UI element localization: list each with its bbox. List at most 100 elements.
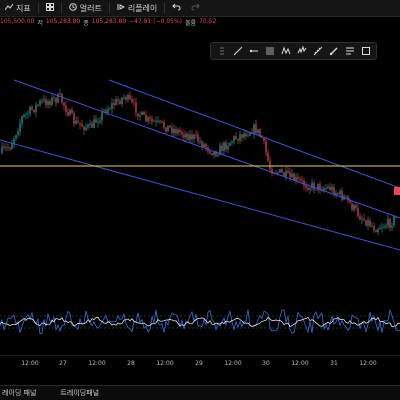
candle-body [23, 114, 25, 117]
candle-body [247, 135, 249, 137]
candle-body [263, 137, 265, 141]
indicators-button[interactable]: 지표 [0, 3, 36, 14]
candle-body [361, 218, 363, 220]
candle-body [165, 127, 167, 132]
candle-body [147, 117, 149, 122]
candle-body [107, 109, 109, 114]
replay-button[interactable]: 리플레이 [112, 3, 162, 14]
candle-body [329, 186, 331, 191]
candle-body [375, 230, 377, 233]
candle-body [9, 147, 11, 150]
candle-body [7, 147, 9, 148]
drawing-toolbar [210, 42, 377, 60]
candle-body [131, 99, 133, 102]
candle-body [325, 187, 327, 189]
candle-body [159, 120, 161, 122]
candle-body [15, 135, 17, 139]
candle-body [229, 142, 231, 147]
candle-body [279, 169, 281, 173]
candle-body [311, 182, 313, 189]
candle-body [341, 190, 343, 200]
rectangle-icon[interactable] [358, 44, 373, 58]
candle-body [359, 216, 361, 220]
candle-body [281, 169, 283, 173]
candle-body [179, 129, 181, 132]
time-label: 12:00 [88, 360, 106, 367]
candle-body [67, 111, 69, 116]
tab-trading-panel-left[interactable]: 레이딩 패널 [2, 389, 37, 397]
time-label: 27 [59, 360, 67, 367]
candle-body [173, 128, 175, 134]
bottom-panel-tabs: 레이딩 패널 트레이딩패널 [0, 385, 400, 400]
oscillator-line [0, 308, 400, 335]
candle-body [309, 188, 311, 190]
redo-button[interactable] [186, 3, 205, 13]
candle-body [285, 171, 287, 177]
candle-body [137, 113, 139, 117]
ohlc-volume: 70.52 [199, 18, 217, 25]
candle-body [253, 124, 255, 134]
candle-body [51, 97, 53, 105]
candle-body [73, 113, 75, 124]
candle-body [85, 127, 87, 131]
time-label: 12:00 [359, 360, 377, 367]
candle-body [287, 171, 289, 173]
candle-body [269, 160, 271, 170]
pattern-icon[interactable] [278, 44, 293, 58]
candle-body [345, 195, 347, 197]
candle-body [277, 172, 279, 174]
candle-body [123, 96, 125, 98]
candle-body [303, 180, 305, 186]
candle-body [93, 119, 95, 128]
channel-upper-line [13, 79, 400, 219]
candle-body [305, 185, 307, 188]
time-label: 12:00 [291, 360, 309, 367]
drag-handle[interactable] [214, 44, 229, 58]
candle-body [31, 106, 33, 110]
candle-body [203, 144, 205, 147]
candle-body [75, 120, 77, 124]
toolbar-divider [37, 3, 39, 13]
candle-body [217, 155, 219, 157]
ohlc-open: 105,500.00 [0, 18, 35, 25]
alert-clock-icon [68, 3, 77, 13]
candle-body [293, 173, 295, 182]
candle-body [205, 144, 207, 148]
candle-body [197, 134, 199, 142]
candle-body [101, 111, 103, 121]
layout-button[interactable] [41, 3, 59, 13]
text-note-icon[interactable] [342, 44, 357, 58]
candle-body [231, 141, 233, 143]
candle-body [225, 142, 227, 150]
candle-body [337, 193, 339, 195]
alert-button[interactable]: 얼러트 [64, 3, 107, 14]
trend-line-icon[interactable] [230, 44, 245, 58]
brush-icon[interactable] [326, 44, 341, 58]
fib-levels-icon[interactable] [262, 44, 277, 58]
candle-body [19, 123, 21, 132]
candle-body [393, 215, 395, 226]
candle-body [5, 147, 7, 148]
redo-icon [191, 3, 200, 13]
candle-body [267, 152, 269, 161]
toolbar-divider [164, 3, 166, 13]
candle-body [255, 124, 257, 134]
tab-trading-panel[interactable]: 트레이딩패널 [60, 389, 100, 397]
candle-body [167, 125, 169, 132]
time-label: 12:00 [224, 360, 242, 367]
candle-body [139, 115, 141, 117]
time-axis[interactable]: 12:00 27 12:00 28 12:00 29 12:00 30 12:0… [0, 355, 400, 370]
candle-body [271, 169, 273, 174]
candle-body [109, 108, 111, 110]
time-label: 31 [330, 360, 338, 367]
layout-grid-icon [45, 3, 54, 13]
candle-body [129, 94, 131, 100]
elliott-wave-icon[interactable] [294, 44, 309, 58]
candle-body [141, 111, 143, 116]
price-chart[interactable] [0, 28, 400, 355]
candle-body [239, 134, 241, 141]
undo-button[interactable] [167, 3, 186, 13]
measure-icon[interactable] [310, 44, 325, 58]
candle-body [365, 219, 367, 226]
horizontal-ray-icon[interactable] [246, 44, 261, 58]
